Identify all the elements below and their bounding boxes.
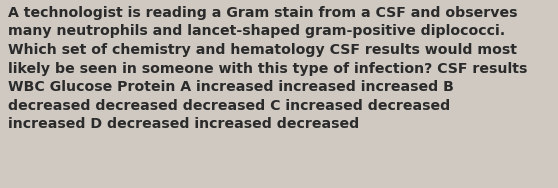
Text: A technologist is reading a Gram stain from a CSF and observes
many neutrophils : A technologist is reading a Gram stain f… bbox=[8, 6, 527, 131]
